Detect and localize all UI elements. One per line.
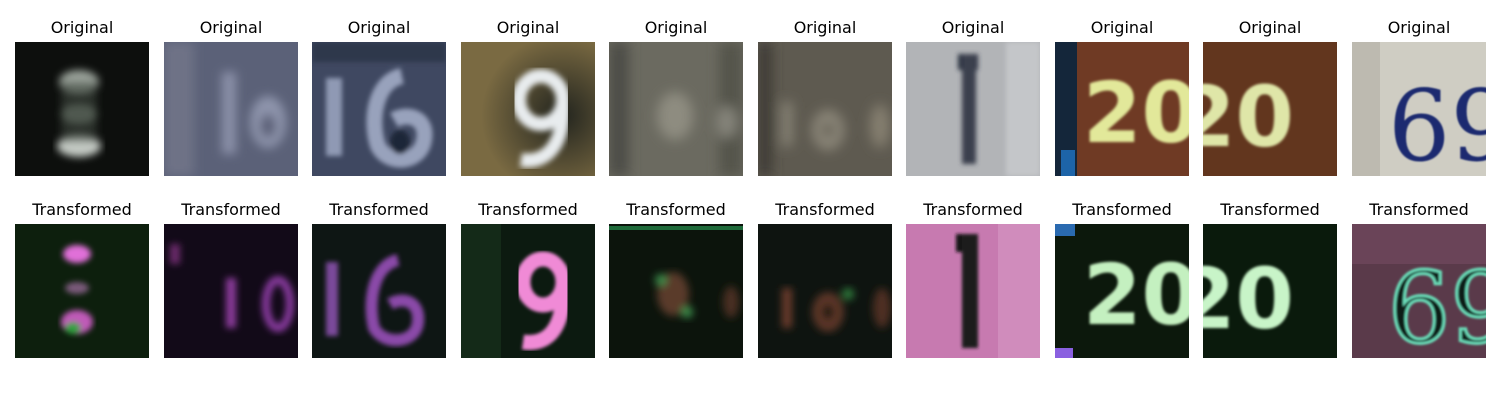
svg-text:69: 69 xyxy=(1388,252,1486,358)
transformed-image-5 xyxy=(609,224,743,358)
original-image-8: 20 xyxy=(1055,42,1189,176)
original-image-10: 69 xyxy=(1352,42,1486,176)
original-image-2 xyxy=(164,42,298,176)
transformed-image-1 xyxy=(15,224,149,358)
transformed-image-2 xyxy=(164,224,298,358)
original-image-5 xyxy=(609,42,743,176)
panel-title: Transformed xyxy=(1312,200,1500,220)
transformed-image-9: 20 xyxy=(1203,224,1337,358)
original-image-9: 20 xyxy=(1203,42,1337,176)
transformed-image-7 xyxy=(906,224,1040,358)
svg-text:20: 20 xyxy=(1083,246,1189,344)
transformed-image-10: 69 xyxy=(1352,224,1486,358)
svg-text:20: 20 xyxy=(1203,250,1294,348)
transformed-image-3 xyxy=(312,224,446,358)
transformed-image-6 xyxy=(758,224,892,358)
svg-text:20: 20 xyxy=(1083,64,1189,162)
svg-text:20: 20 xyxy=(1203,68,1294,166)
original-image-1 xyxy=(15,42,149,176)
transformed-image-8: 20 xyxy=(1055,224,1189,358)
panel-title: Original xyxy=(1312,18,1500,38)
original-image-3 xyxy=(312,42,446,176)
svg-text:69: 69 xyxy=(1388,70,1486,176)
transformed-image-4 xyxy=(461,224,595,358)
original-image-4 xyxy=(461,42,595,176)
original-image-7 xyxy=(906,42,1040,176)
original-image-6 xyxy=(758,42,892,176)
